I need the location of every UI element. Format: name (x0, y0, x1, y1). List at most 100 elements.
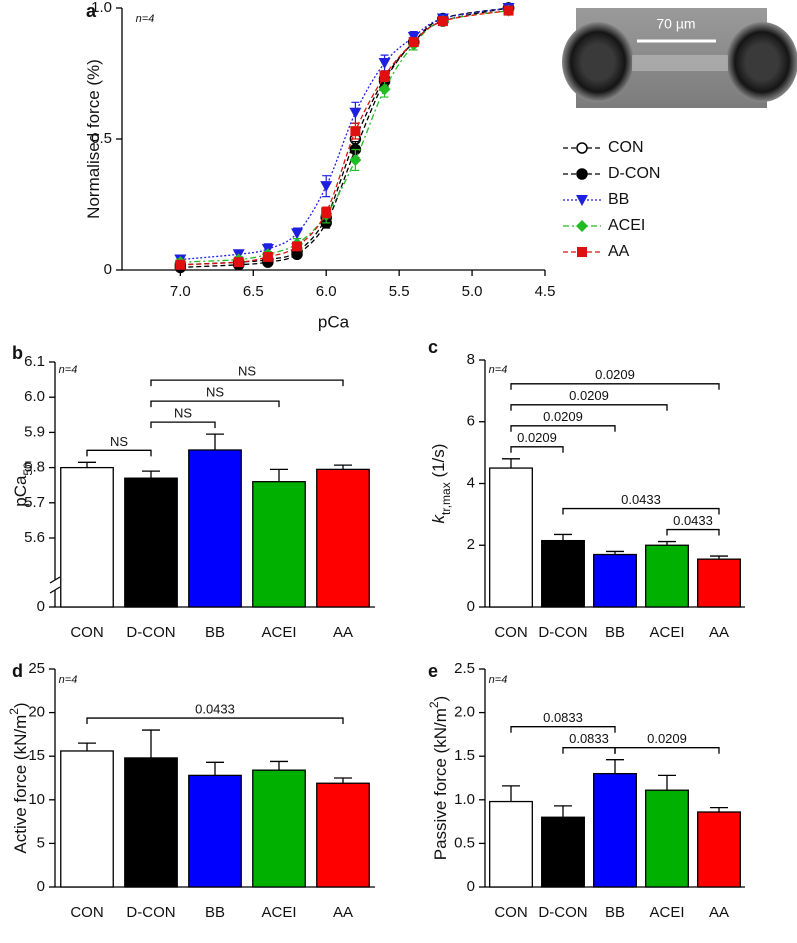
axis-break (49, 576, 61, 594)
x-tick-label: CON (494, 624, 527, 641)
panel-label: a (86, 1, 97, 21)
significance-label: 0.0433 (195, 701, 235, 716)
y-tick-label: 0 (467, 598, 475, 615)
marker (378, 58, 391, 70)
bar (188, 774, 242, 888)
bar (316, 782, 370, 888)
legend-marker (576, 142, 588, 154)
bar (124, 757, 178, 888)
y-tick-label: 2.0 (454, 704, 475, 721)
significance-label: NS (206, 385, 224, 400)
significance-label: 0.0833 (543, 710, 583, 725)
inset-image: 70 µm (562, 8, 797, 108)
y-axis-label: Active force (kN/m2) (7, 702, 30, 853)
x-tick-label: AA (333, 904, 353, 921)
x-tick-label: AA (709, 904, 729, 921)
y-axis-label-part: 2 (427, 701, 441, 708)
significance-bracket (666, 528, 720, 536)
marker (503, 5, 514, 16)
axis (121, 8, 545, 271)
series-line (180, 9, 509, 266)
y-tick-label: 8 (467, 351, 475, 368)
x-tick-label: 6.0 (316, 283, 337, 300)
y-tick-label: 6.1 (24, 353, 45, 370)
significance-label: 0.0433 (673, 513, 713, 528)
marker (349, 153, 362, 166)
legend-marker (576, 220, 588, 232)
significance-label: 0.0209 (647, 731, 687, 746)
bar (489, 467, 533, 608)
y-tick-label: 10 (28, 791, 45, 808)
marker (349, 107, 362, 119)
x-tick-label: AA (709, 624, 729, 641)
inset-well (726, 22, 797, 102)
y-tick-label: 2 (467, 536, 475, 553)
y-tick-label: 0.5 (91, 130, 112, 147)
y-tick-label: 6.0 (24, 388, 45, 405)
significance-label: NS (174, 406, 192, 421)
y-tick-label: 15 (28, 747, 45, 764)
bar (60, 750, 114, 888)
x-tick-label: 6.5 (243, 283, 264, 300)
significance-bracket (150, 400, 280, 408)
significance-label: 0.0209 (543, 409, 583, 424)
bar (188, 449, 242, 608)
y-tick-label: 5 (37, 834, 45, 851)
x-tick-label: BB (205, 904, 225, 921)
y-tick-label: 2.5 (454, 660, 475, 677)
y-tick-label: 5.8 (24, 459, 45, 476)
significance-bracket (614, 747, 720, 754)
bar (60, 466, 114, 608)
x-tick-label: 5.5 (389, 283, 410, 300)
bar (489, 800, 533, 888)
annotation: n=4 (489, 674, 508, 686)
y-tick-label: 5.7 (24, 494, 45, 511)
inset-scale-label: 70 µm (656, 16, 695, 32)
bar (645, 544, 689, 608)
x-axis-label: pCa (318, 312, 350, 331)
bar (541, 539, 585, 608)
marker (292, 241, 303, 252)
x-tick-label: BB (605, 624, 625, 641)
significance-bracket (510, 383, 720, 390)
y-axis-label-part: Active force (kN/m (11, 715, 30, 854)
y-axis-label-part: ) (11, 702, 30, 708)
significance-label: 0.0433 (621, 492, 661, 507)
significance-bracket (150, 379, 344, 387)
significance-label: 0.0209 (517, 430, 557, 445)
y-tick-label: 4 (467, 474, 475, 491)
legend-marker (576, 195, 588, 206)
significance-label: 0.0209 (595, 367, 635, 382)
y-axis-label-part: pCa (11, 475, 30, 507)
bar (593, 553, 637, 608)
marker (378, 83, 391, 96)
bar (541, 816, 585, 888)
y-tick-label: 0 (37, 598, 45, 615)
bar (697, 811, 741, 888)
y-tick-label: 0.5 (454, 834, 475, 851)
significance-bracket (86, 449, 152, 457)
annotation: n=4 (489, 364, 508, 376)
x-tick-label: ACEI (261, 624, 296, 641)
y-tick-label: 1.0 (454, 791, 475, 808)
significance-bracket (510, 425, 616, 432)
y-axis-label: pCa50 (11, 462, 35, 507)
significance-bracket (562, 747, 616, 754)
legend-label: D-CON (608, 165, 660, 182)
x-tick-label: CON (70, 624, 103, 641)
y-axis-label: Normalised force (%) (84, 59, 103, 219)
y-axis-label-part: Normalised force (%) (84, 59, 103, 219)
y-tick-label: 5.9 (24, 423, 45, 440)
significance-label: 0.0833 (569, 731, 609, 746)
y-axis-label-part: tr,max (439, 482, 453, 515)
bar (252, 481, 306, 608)
legend-marker (577, 247, 587, 257)
bar (316, 468, 370, 608)
significance-label: NS (110, 434, 128, 449)
legend-label: AA (608, 243, 630, 260)
marker (350, 126, 361, 137)
y-tick-label: 1.5 (454, 747, 475, 764)
panel-label: b (12, 343, 23, 363)
legend-marker (576, 168, 588, 180)
